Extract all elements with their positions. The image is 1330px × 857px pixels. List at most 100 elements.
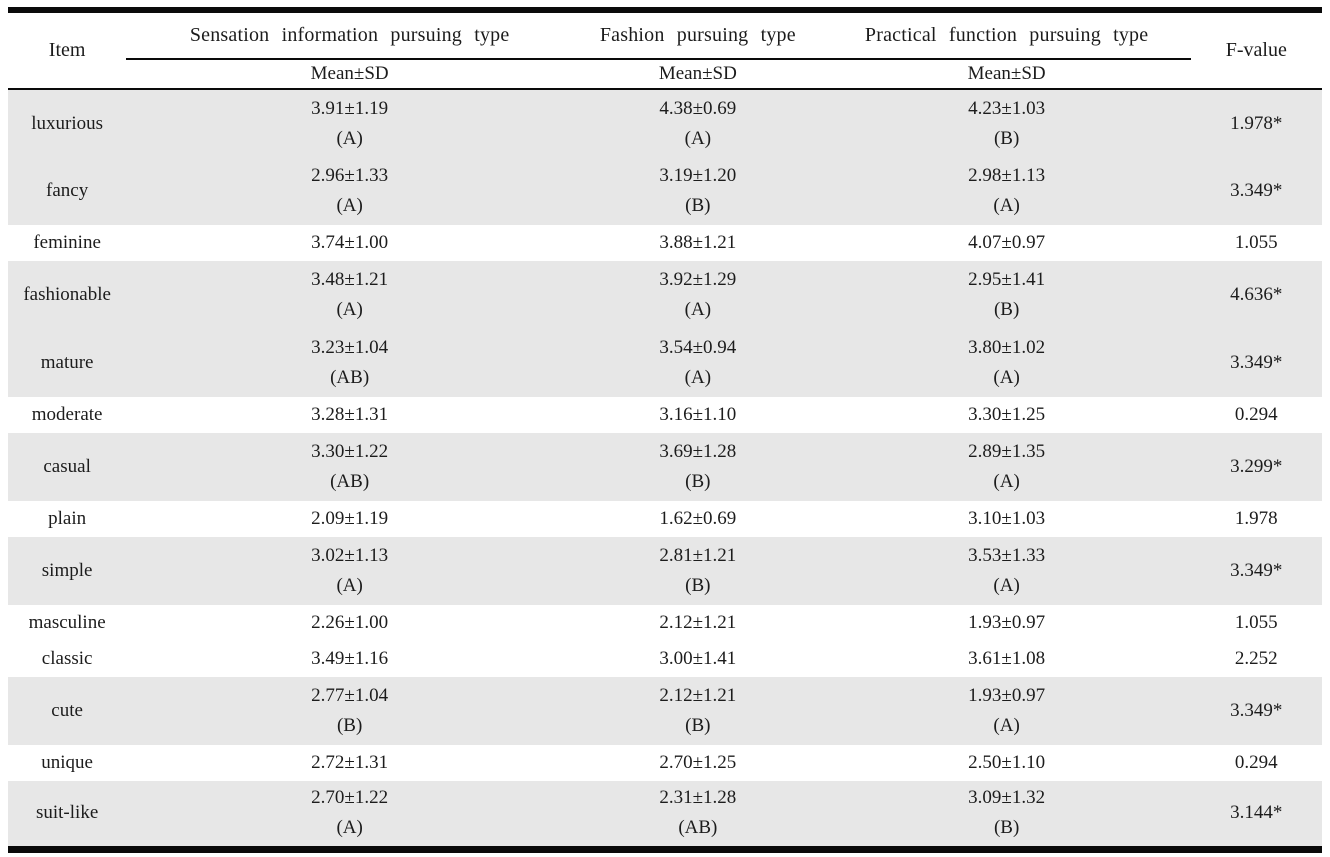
mean-sd-value: 3.91±1.19 [311,97,389,119]
mean-sd-value: 3.88±1.21 [659,232,737,253]
table-row: fancy 2.96±1.33 (A) 3.19±1.20 (B) 2.98±1.13 (A… [8,157,1322,225]
item-label: luxurious [8,89,127,157]
group-letter: (A) [336,575,363,596]
mean-sd-value: 3.00±1.41 [659,648,737,669]
item-label: fashionable [8,261,127,329]
col-header-fvalue: F-value [1190,10,1322,90]
group-letter: (A) [684,127,712,149]
mean-sd-value: 3.61±1.08 [968,648,1046,669]
group-letter: (B) [685,715,711,736]
table-header: Item Sensation information pursuing type… [8,10,1322,90]
col-header-item: Item [8,10,127,90]
mean-sd-cell: 1.93±0.97 (A) [822,677,1191,745]
item-label: suit-like [8,781,127,849]
mean-sd-value: 4.07±0.97 [968,232,1046,253]
f-value-cell: 3.349* [1190,537,1322,605]
group-letter: (B) [685,471,711,492]
group-letter: (A) [336,127,363,149]
group-letter: (A) [684,299,712,320]
mean-sd-cell: 1.93±0.97 [823,605,1191,641]
mean-sd-cell: 2.95±1.41 (B) [822,261,1191,329]
group-letter: (B) [685,575,711,596]
mean-sd-cell: 4.23±1.03 (B) [822,89,1191,157]
mean-sd-cell: 3.61±1.08 [823,641,1191,677]
mean-sd-cell: 3.49±1.16 [126,641,573,677]
group-letter: (AB) [330,367,370,388]
mean-sd-cell: 4.38±0.69 (A) [573,89,823,157]
mean-sd-value: 2.31±1.28 [659,787,737,809]
mean-sd-value: 2.50±1.10 [968,752,1046,773]
group-letter: (B) [993,127,1020,149]
mean-sd-cell: 3.48±1.21 (A) [126,261,574,329]
mean-sd-value: 2.72±1.31 [311,752,389,773]
item-label: classic [41,648,93,670]
table-row: fashionable 3.48±1.21 (A) 3.92±1.29 (A) 2.95±… [8,261,1322,329]
item-label: cute [8,677,127,745]
subheader-mean-sd-1: Mean±SD [126,59,574,90]
mean-sd-cell: 3.88±1.21 [573,225,823,261]
mean-sd-value: 3.54±0.94 [659,337,737,358]
group-letter: (A) [993,575,1020,596]
mean-sd-cell: 3.69±1.28 (B) [573,433,823,501]
mean-sd-value: 3.19±1.20 [659,165,737,186]
item-label: masculine [28,612,106,634]
group-letter: (AB) [330,471,370,492]
item-label: feminine [33,232,101,254]
mean-sd-value: 3.10±1.03 [968,508,1046,529]
f-value-cell: 3.144* [1190,781,1322,849]
f-value-cell: 1.055 [1234,612,1278,634]
mean-sd-cell: 3.92±1.29 (A) [573,261,823,329]
mean-sd-value: 2.12±1.21 [659,612,737,633]
mean-sd-value: 3.48±1.21 [311,269,389,290]
mean-sd-cell: 3.28±1.31 [126,397,573,433]
mean-sd-value: 3.09±1.32 [968,787,1046,809]
item-label: casual [8,433,127,501]
group-letter: (B) [993,299,1020,320]
f-value-cell: 1.978* [1190,89,1322,157]
item-label: unique [41,752,93,774]
mean-sd-cell: 2.26±1.00 [126,605,573,641]
mean-sd-cell: 2.72±1.31 [126,745,573,781]
mean-sd-value: 3.23±1.04 [311,337,389,358]
group-letter: (A) [336,195,363,216]
table-row: unique 2.72±1.31 2.70±1.25 2.50±1.10 0.294 [8,745,1322,781]
mean-sd-value: 2.70±1.25 [659,752,737,773]
item-label: moderate [31,404,103,426]
mean-sd-value: 3.16±1.10 [659,404,737,425]
item-label: fancy [8,157,127,225]
col-header-practical-type: Practical function pursuing type [822,10,1191,60]
mean-sd-value: 2.26±1.00 [311,612,389,633]
mean-sd-cell: 2.70±1.25 [573,745,823,781]
mean-sd-cell: 2.50±1.10 [823,745,1191,781]
group-letter: (AB) [678,817,718,839]
mean-sd-value: 4.23±1.03 [968,97,1046,119]
mean-sd-value: 2.09±1.19 [311,508,389,529]
item-label: mature [8,329,127,397]
table-row: casual 3.30±1.22 (AB) 3.69±1.28 (B) 2.89±1.35… [8,433,1322,501]
group-letter: (A) [993,471,1020,492]
mean-sd-value: 2.12±1.21 [659,685,737,706]
mean-sd-cell: 2.81±1.21 (B) [573,537,823,605]
mean-sd-value: 2.95±1.41 [968,269,1046,290]
item-label: plain [48,508,87,530]
mean-sd-value: 3.49±1.16 [311,648,389,669]
mean-sd-cell: 2.96±1.33 (A) [126,157,574,225]
group-letter: (A) [993,715,1020,736]
mean-sd-cell: 3.00±1.41 [573,641,823,677]
mean-sd-value: 2.70±1.22 [311,787,389,809]
group-letter: (A) [993,367,1020,388]
f-value-cell: 0.294 [1234,752,1278,774]
mean-sd-value: 3.80±1.02 [968,337,1046,358]
mean-sd-cell: 2.98±1.13 (A) [822,157,1191,225]
mean-sd-cell: 3.02±1.13 (A) [126,537,574,605]
mean-sd-cell: 3.10±1.03 [823,501,1191,537]
mean-sd-value: 2.96±1.33 [311,165,389,186]
mean-sd-value: 3.53±1.33 [968,545,1046,566]
mean-sd-value: 4.38±0.69 [659,97,737,119]
group-letter: (A) [993,195,1020,216]
f-value-cell: 3.349* [1190,157,1322,225]
mean-sd-value: 3.92±1.29 [659,269,737,290]
mean-sd-cell: 3.30±1.25 [823,397,1191,433]
group-letter: (B) [336,715,363,736]
